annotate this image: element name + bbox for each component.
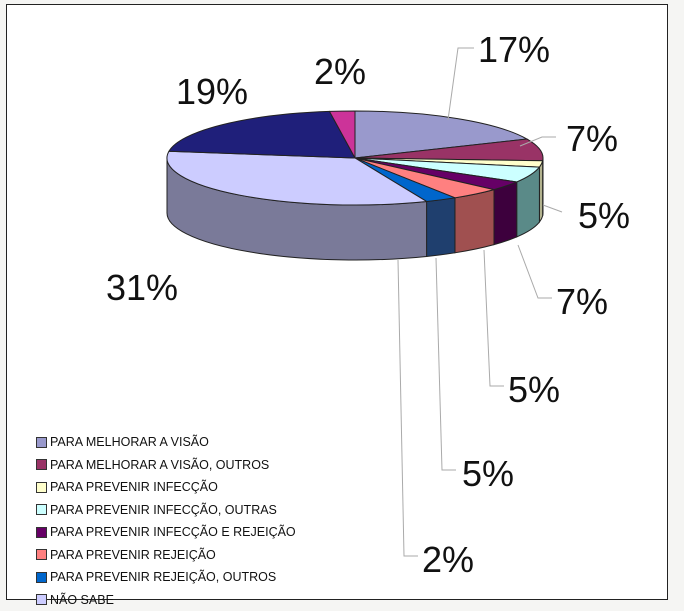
slice-label-rejeicao-outros: 5% xyxy=(462,453,514,494)
pie-slice-nao-sabe xyxy=(166,150,429,206)
legend-item-para-prevenir-infeccao: PARA PREVENIR INFECÇÃO xyxy=(36,476,296,499)
leader-line-5a xyxy=(542,204,563,213)
chart-frame xyxy=(6,4,668,600)
leader-line-17 xyxy=(447,47,474,121)
pie-slice-slice xyxy=(168,110,356,159)
legend-swatch xyxy=(36,571,47,583)
leader-line-7b xyxy=(517,244,552,299)
slice-label-19: 19% xyxy=(176,71,248,112)
pie-side-group xyxy=(166,157,544,261)
pie-slice-para-melhorar-a-visao xyxy=(354,110,529,159)
leader-line-5b xyxy=(483,249,504,387)
legend-swatch xyxy=(36,526,47,538)
slice-label-infeccao-outras: 5% xyxy=(578,195,630,236)
legend-label: PARA PREVENIR INFECÇÃO, OUTRAS xyxy=(50,502,277,517)
legend-label: PARA PREVENIR INFECÇÃO xyxy=(50,480,218,495)
pie-side-para-prevenir-rejeicao-outros-0 xyxy=(426,197,456,258)
slice-label-nao-sabe: 31% xyxy=(106,267,178,308)
legend-swatch xyxy=(36,436,47,448)
legend-item-para-prevenir-rejeicao: PARA PREVENIR REJEIÇÃO xyxy=(36,544,296,567)
legend-swatch xyxy=(36,594,47,606)
legend-item-para-prevenir-rejeicao-outros: PARA PREVENIR REJEIÇÃO, OUTROS xyxy=(36,566,296,589)
pie-side-para-prevenir-infeccao-e-rejeicao-0 xyxy=(493,181,518,246)
slice-label-extra-2: 2% xyxy=(422,539,474,580)
legend-label: PARA PREVENIR INFECÇÃO E REJEIÇÃO xyxy=(50,525,296,540)
legend-item-nao-sabe: NÃO SABE xyxy=(36,589,296,611)
slice-label-infeccao-e-rejeicao: 7% xyxy=(556,281,608,322)
leader-line-7a xyxy=(519,136,556,147)
legend-swatch xyxy=(36,504,47,516)
legend-item-para-prevenir-infeccao-outras: PARA PREVENIR INFECÇÃO, OUTRAS xyxy=(36,499,296,522)
legend-label: PARA PREVENIR REJEIÇÃO xyxy=(50,547,216,562)
pie-top-group xyxy=(166,110,544,206)
leader-line-5c xyxy=(435,257,456,471)
legend-swatch xyxy=(36,459,47,471)
pie-side-para-prevenir-rejeicao-0 xyxy=(454,188,495,254)
legend-label: PARA PREVENIR REJEIÇÃO, OUTROS xyxy=(50,570,277,585)
legend-label: PARA MELHORAR A VISÃO, OUTROS xyxy=(50,457,270,472)
legend-item-para-prevenir-infeccao-e-rejeicao: PARA PREVENIR INFECÇÃO E REJEIÇÃO xyxy=(36,521,296,544)
legend-label: PARA MELHORAR A VISÃO xyxy=(50,435,209,450)
legend-item-para-melhorar-a-visao: PARA MELHORAR A VISÃO xyxy=(36,431,296,454)
slice-label-para-melhorar-a-visao: 17% xyxy=(478,29,550,70)
legend: PARA MELHORAR A VISÃO PARA MELHORAR A VI… xyxy=(36,431,296,611)
pie-slice-slice xyxy=(328,110,356,159)
leader-lines xyxy=(397,47,563,557)
legend-label: NÃO SABE xyxy=(50,592,114,607)
legend-swatch xyxy=(36,481,47,493)
slice-label-para-melhorar-a-visao-outros: 7% xyxy=(566,118,618,159)
legend-swatch xyxy=(36,549,47,561)
value-labels: 17% 7% 5% 7% 5% 5% 2% 31% 19% 2% xyxy=(106,29,630,580)
leader-line-2b xyxy=(397,259,418,557)
slice-label-rejeicao: 5% xyxy=(508,369,560,410)
slice-label-2-top: 2% xyxy=(314,51,366,92)
legend-item-para-melhorar-a-visao-outros: PARA MELHORAR A VISÃO, OUTROS xyxy=(36,454,296,477)
